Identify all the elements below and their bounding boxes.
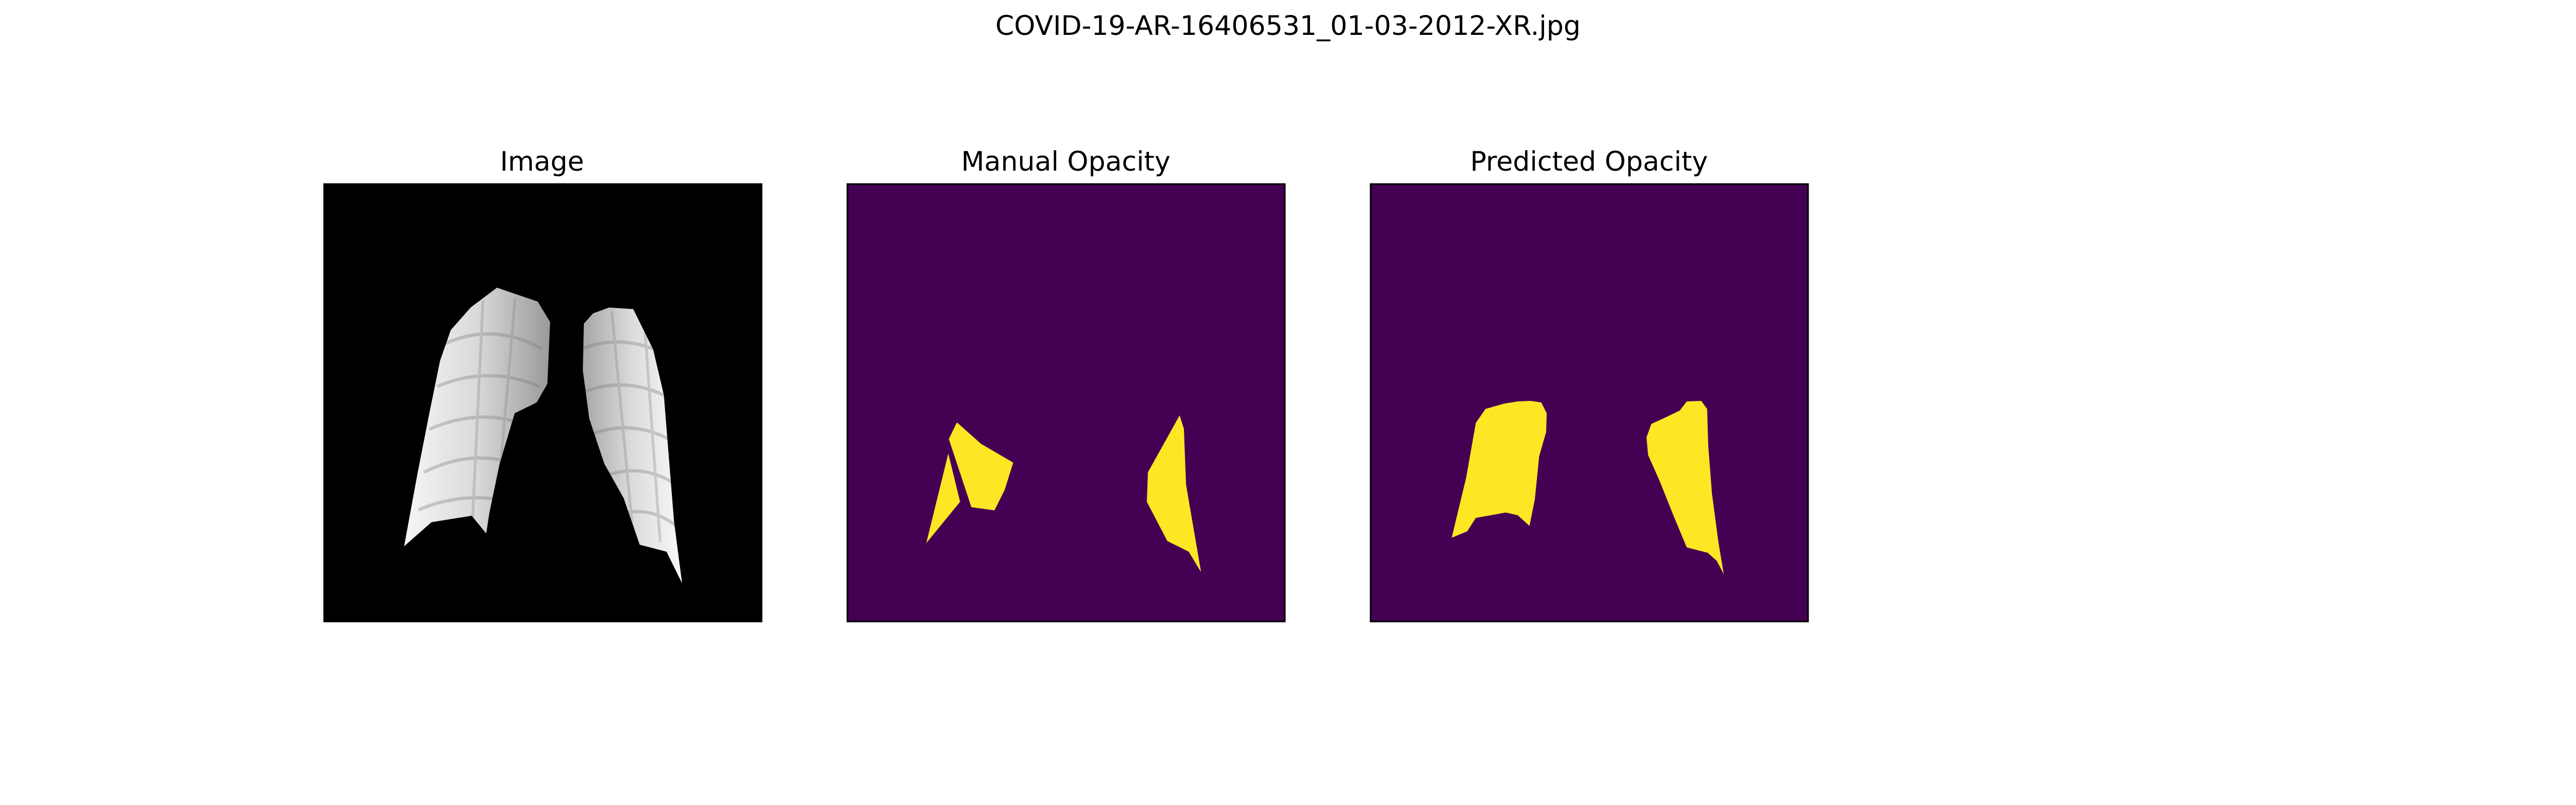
predicted-mask-region-left [1452, 401, 1547, 538]
figure-title: COVID-19-AR-16406531_01-03-2012-XR.jpg [996, 10, 1581, 41]
panel-predicted-title: Predicted Opacity [1470, 146, 1708, 177]
panel-manual-title: Manual Opacity [961, 146, 1170, 177]
image-axes-frame [323, 183, 763, 623]
right-lung-shape [583, 308, 682, 583]
left-lung-shape [404, 288, 550, 546]
manual-mask-region-left-sliver [926, 453, 960, 543]
panel-image: Image [323, 146, 763, 623]
manual-mask-region-right [1147, 415, 1201, 572]
left-lung-texture [418, 297, 543, 526]
panel-manual-opacity: Manual Opacity [846, 146, 1286, 623]
panel-image-title: Image [500, 146, 584, 177]
manual-axes-frame [846, 183, 1286, 623]
manual-mask-background [847, 184, 1285, 621]
predicted-mask-region-right [1646, 401, 1724, 574]
manual-mask-region-left-upper [949, 422, 1013, 510]
panel-predicted-opacity: Predicted Opacity [1370, 146, 1809, 623]
image-background [324, 184, 762, 621]
predicted-mask-background [1371, 184, 1808, 621]
predicted-axes-frame [1370, 183, 1809, 623]
